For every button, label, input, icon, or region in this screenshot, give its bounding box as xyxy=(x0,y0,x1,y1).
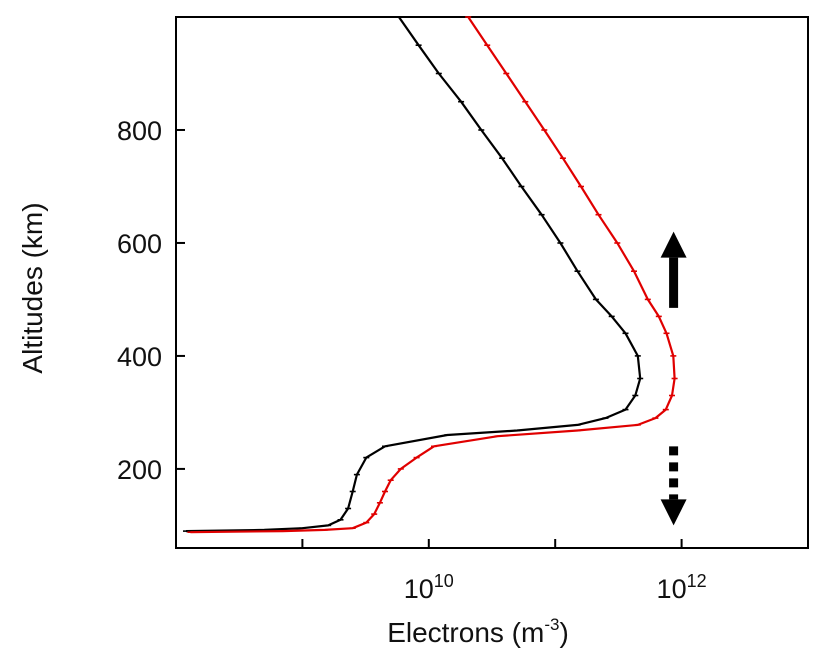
series-line-1 xyxy=(185,16,642,533)
x-tick-label-10: 1010 xyxy=(404,571,454,604)
plot-area xyxy=(175,16,809,549)
plot-frame xyxy=(175,16,809,549)
y-tick-label-200: 200 xyxy=(117,455,162,485)
series-layer xyxy=(183,16,678,534)
y-tick-label-800: 800 xyxy=(117,116,162,146)
annotation-layer xyxy=(660,231,687,526)
arrow-up-annotation-head xyxy=(660,231,687,258)
arrow-down-annotation-head xyxy=(660,499,687,526)
y-axis-label: Altitudes (km) xyxy=(17,202,48,373)
x-axis-label: Electrons (m-3) xyxy=(387,615,569,648)
x-tick-label-12: 1012 xyxy=(657,571,707,604)
y-tick-label-400: 400 xyxy=(117,342,162,372)
series-line-2 xyxy=(190,16,676,534)
axis-layer: 200 400 600 800 1010 1012 xyxy=(117,116,707,604)
y-tick-label-600: 600 xyxy=(117,229,162,259)
